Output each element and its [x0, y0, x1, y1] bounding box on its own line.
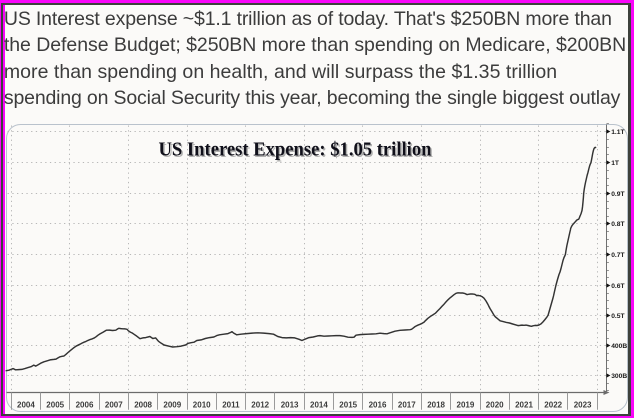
svg-text:300B: 300B	[611, 373, 627, 380]
svg-text:2007: 2007	[105, 401, 123, 410]
svg-text:2023: 2023	[574, 401, 592, 410]
svg-text:US Interest Expense: $1.05 tri: US Interest Expense: $1.05 trillion	[160, 140, 433, 162]
svg-text:0.6T: 0.6T	[611, 283, 625, 290]
svg-text:2005: 2005	[46, 401, 64, 410]
svg-text:2019: 2019	[457, 401, 475, 410]
svg-text:US Interest Expense: $1.05 tri: US Interest Expense: $1.05 trillion	[159, 139, 432, 161]
svg-text:400B: 400B	[611, 343, 627, 350]
svg-text:1.1T: 1.1T	[611, 129, 625, 136]
svg-text:2011: 2011	[222, 401, 240, 410]
svg-text:0.8T: 0.8T	[611, 221, 625, 228]
svg-text:2009: 2009	[163, 401, 181, 410]
svg-text:2018: 2018	[427, 401, 445, 410]
svg-text:1T: 1T	[611, 160, 620, 167]
svg-text:2004: 2004	[17, 401, 35, 410]
svg-text:2017: 2017	[398, 401, 416, 410]
svg-text:2022: 2022	[544, 401, 562, 410]
svg-text:0.9T: 0.9T	[611, 191, 625, 198]
svg-text:2010: 2010	[193, 401, 211, 410]
svg-text:2006: 2006	[76, 401, 94, 410]
svg-text:2013: 2013	[281, 401, 299, 410]
svg-text:2020: 2020	[486, 401, 504, 410]
svg-text:2016: 2016	[369, 401, 387, 410]
svg-text:2014: 2014	[310, 401, 328, 410]
svg-text:0.5T: 0.5T	[611, 313, 625, 320]
svg-text:0.7T: 0.7T	[611, 252, 625, 259]
svg-text:2012: 2012	[251, 401, 269, 410]
svg-text:2021: 2021	[515, 401, 533, 410]
svg-text:2015: 2015	[339, 401, 357, 410]
svg-text:2008: 2008	[134, 401, 152, 410]
